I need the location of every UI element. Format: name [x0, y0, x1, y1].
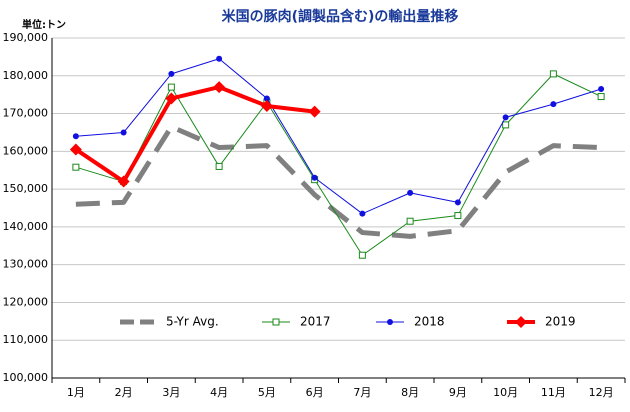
marker: [359, 210, 366, 217]
marker: [72, 163, 80, 171]
marker: [454, 212, 462, 220]
series-line: [74, 85, 315, 184]
y-tick-label: 100,000: [3, 371, 49, 384]
legend-label: 5-Yr Avg.: [166, 315, 219, 329]
y-tick-label: 130,000: [3, 258, 49, 271]
y-tick-label: 150,000: [3, 182, 49, 195]
marker: [598, 86, 605, 92]
x-tick-label: 12月: [589, 386, 614, 399]
marker: [120, 129, 127, 136]
marker: [272, 318, 280, 326]
y-tick-label: 180,000: [3, 69, 49, 82]
x-tick-label: 7月: [353, 386, 371, 399]
chart-title: 米国の豚肉(調製品含む)の輸出量推移: [222, 8, 459, 25]
marker: [213, 81, 226, 94]
marker: [454, 199, 461, 206]
series-line: [75, 124, 602, 239]
x-tick-label: 1月: [67, 386, 85, 399]
marker: [308, 105, 321, 118]
series-line: [75, 58, 602, 215]
marker: [515, 316, 527, 328]
marker: [549, 70, 557, 78]
marker: [69, 143, 82, 156]
marker: [502, 121, 510, 129]
marker: [550, 101, 557, 108]
x-tick-label: 9月: [449, 386, 467, 399]
x-tick-label: 8月: [401, 386, 419, 399]
marker: [263, 95, 270, 102]
marker: [597, 93, 605, 101]
marker: [168, 70, 175, 77]
x-tick-label: 3月: [162, 386, 180, 399]
y-tick-label: 110,000: [3, 333, 49, 346]
marker: [358, 251, 366, 259]
marker: [167, 83, 175, 91]
marker: [117, 175, 130, 188]
marker: [215, 162, 223, 170]
legend-label: 2017: [300, 315, 331, 329]
marker: [260, 100, 273, 112]
x-tick-label: 10月: [493, 386, 518, 399]
marker: [387, 319, 393, 325]
y-tick-label: 140,000: [3, 220, 49, 233]
x-tick-label: 11月: [541, 386, 566, 399]
series-line: [75, 73, 602, 256]
marker: [165, 92, 178, 105]
y-tick-label: 120,000: [3, 295, 49, 308]
legend-label: 2018: [414, 315, 445, 329]
marker: [311, 174, 318, 181]
marker: [216, 55, 223, 62]
legend-label: 2019: [545, 315, 576, 329]
y-tick-label: 160,000: [3, 144, 49, 157]
x-tick-label: 6月: [306, 386, 324, 399]
y-tick-label: 190,000: [3, 31, 49, 44]
x-tick-label: 2月: [115, 386, 133, 399]
marker: [407, 189, 414, 196]
marker: [72, 133, 79, 140]
y-tick-label: 170,000: [3, 107, 49, 120]
unit-label: 単位:トン: [22, 18, 66, 31]
x-tick-label: 4月: [210, 386, 228, 399]
x-tick-label: 5月: [258, 386, 276, 399]
marker: [406, 217, 414, 225]
marker: [502, 114, 509, 121]
